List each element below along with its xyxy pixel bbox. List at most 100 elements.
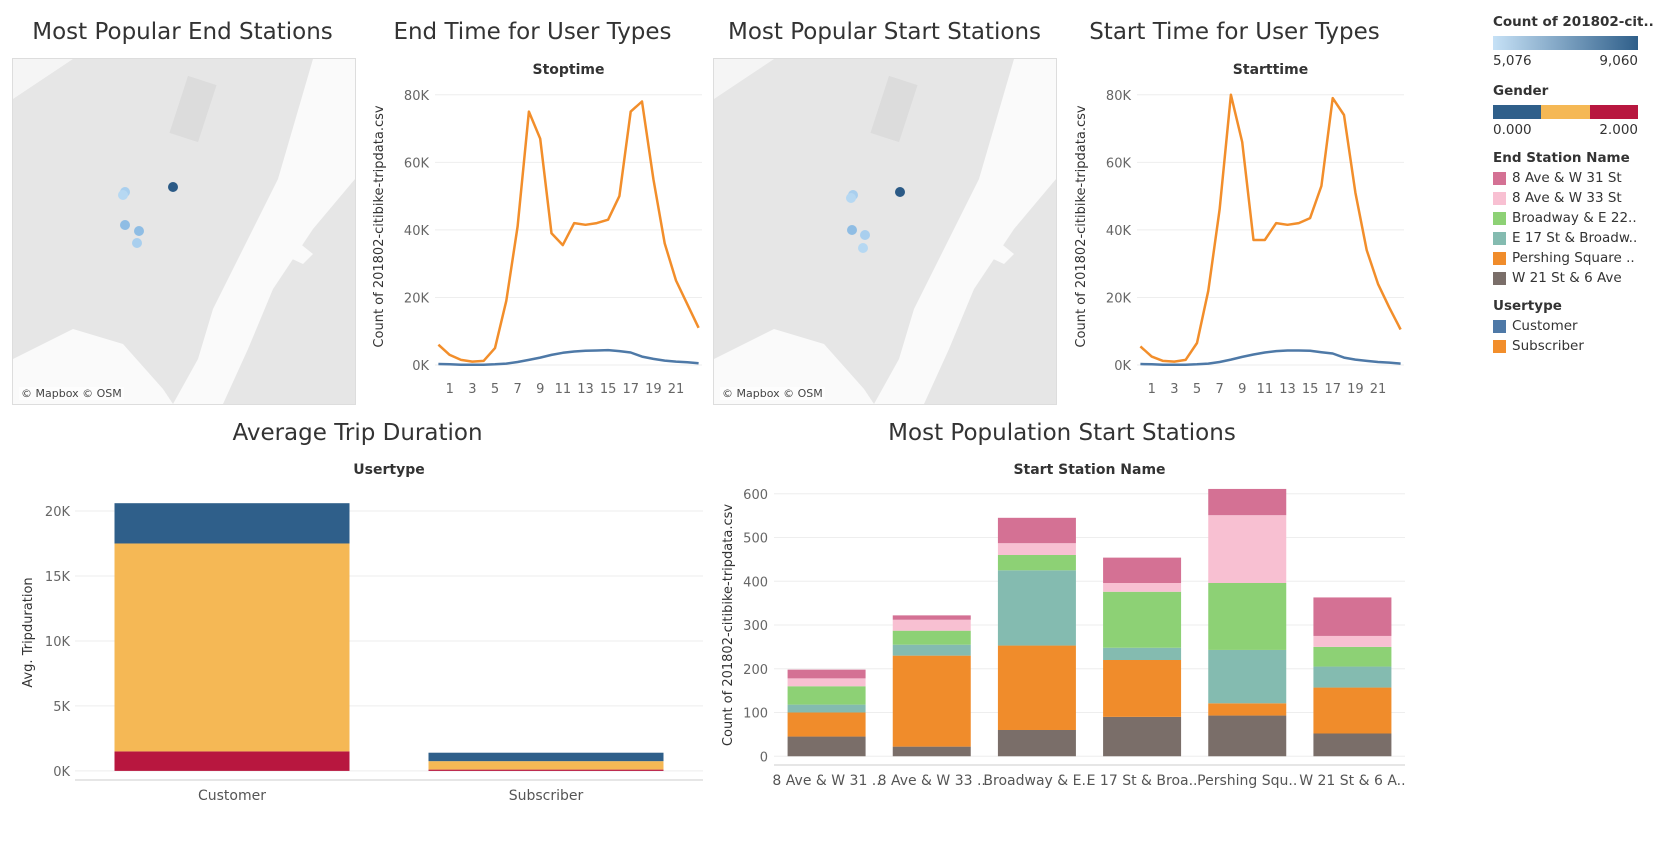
chart-header: Usertype: [353, 462, 424, 478]
bar-segment: [1103, 557, 1182, 583]
series-line-subscriber: [437, 100, 700, 363]
gender-max: 2.000: [1599, 122, 1638, 138]
bar-segment: [997, 570, 1076, 646]
avg-duration-bar-chart[interactable]: Usertype 0K 5K 10K 15K 20K Customer Subscriber A…: [10, 455, 710, 805]
gender-swatch: [1493, 105, 1542, 119]
bar-segment: [892, 655, 971, 747]
bar-segment: [787, 678, 866, 687]
legend-label: 8 Ave & W 33 St: [1512, 190, 1622, 206]
x-tick-label: 11: [555, 382, 572, 397]
y-tick-label: 400: [743, 575, 768, 590]
bar-segment: [1313, 635, 1392, 647]
end-time-title: End Time for User Types: [393, 19, 672, 45]
bar-segment: [1103, 583, 1182, 592]
bar-segment: [114, 751, 350, 771]
legend-swatch: [1493, 271, 1506, 285]
x-tick-label: 15: [1302, 382, 1319, 397]
y-tick-label: 100: [743, 707, 768, 722]
count-color-ramp: [1493, 36, 1638, 50]
x-tick-label: 13: [1279, 382, 1296, 397]
map-point: [895, 187, 905, 197]
map-point: [134, 226, 144, 236]
legend-label: E 17 St & Broadw..: [1512, 230, 1638, 246]
x-tick-label: E 17 St & Broa..: [1087, 773, 1198, 789]
bar-segment: [114, 543, 350, 752]
y-tick-label: 500: [743, 532, 768, 547]
y-axis-label: Count of 201802-citibike-tripdata.csv: [1074, 105, 1089, 347]
legend-swatch: [1493, 171, 1506, 185]
station-legend-item[interactable]: 8 Ave & W 33 St: [1493, 190, 1653, 206]
x-tick-label: 11: [1257, 382, 1274, 397]
map-credit: © Mapbox © OSM: [720, 387, 825, 400]
x-tick-label: 21: [668, 382, 685, 397]
bar-segment: [997, 730, 1076, 757]
station-legend-item[interactable]: E 17 St & Broadw..: [1493, 230, 1653, 246]
x-tick-label: 3: [468, 382, 476, 397]
station-legend-item[interactable]: Pershing Square ..: [1493, 250, 1653, 266]
y-axis-label: Avg. Tripduration: [21, 577, 36, 687]
bar-segment: [997, 555, 1076, 571]
gender-swatch: [1541, 105, 1590, 119]
bar-segment: [1313, 597, 1392, 636]
bar-segment: [787, 686, 866, 705]
y-tick-label: 0K: [412, 359, 429, 374]
x-tick-label: 8 Ave & W 31 ..: [772, 773, 880, 789]
y-tick-label: 0K: [53, 765, 70, 780]
x-tick-label: 8 Ave & W 33 ..: [878, 773, 986, 789]
station-legend-item[interactable]: 8 Ave & W 31 St: [1493, 170, 1653, 186]
bar-segment: [1313, 646, 1392, 667]
gender-legend-title: Gender: [1493, 83, 1549, 99]
end-stations-map[interactable]: © Mapbox © OSM: [12, 58, 356, 405]
map-east-river: [173, 59, 355, 404]
count-range: 5,076 9,060: [1493, 53, 1638, 69]
legend-label: Pershing Square ..: [1512, 250, 1635, 266]
map-point: [847, 225, 857, 235]
bar-segment: [1313, 687, 1392, 734]
bar-segment: [428, 752, 664, 762]
x-tick-label: 9: [536, 382, 544, 397]
x-tick-label: Pershing Squ..: [1197, 773, 1297, 789]
bar-segment: [787, 736, 866, 757]
bar-segment: [1208, 488, 1287, 516]
y-tick-label: 20K: [45, 505, 71, 520]
end-stations-title: Most Popular End Stations: [32, 19, 333, 45]
x-tick-label: 3: [1170, 382, 1178, 397]
legend-swatch: [1493, 191, 1506, 205]
map-point: [132, 238, 142, 248]
chart-header: Stoptime: [533, 62, 605, 78]
chart-header: Start Station Name: [1013, 462, 1165, 478]
station-legend-item[interactable]: Broadway & E 22..: [1493, 210, 1653, 226]
x-tick-label: 5: [491, 382, 499, 397]
bar-segment: [1103, 647, 1182, 660]
y-tick-label: 60K: [404, 156, 430, 171]
legend-label: W 21 St & 6 Ave: [1512, 270, 1622, 286]
start-stations-map-canvas: [714, 59, 1056, 404]
bar-segment: [114, 503, 350, 544]
station-legend-title: End Station Name: [1493, 150, 1630, 166]
y-tick-label: 0K: [1114, 359, 1131, 374]
bar-segment: [1208, 649, 1287, 704]
bar-segment: [997, 543, 1076, 555]
y-tick-label: 60K: [1106, 156, 1132, 171]
y-tick-label: 0: [760, 750, 768, 765]
avg-duration-title: Average Trip Duration: [232, 420, 483, 446]
x-tick-label: 5: [1193, 382, 1201, 397]
station-legend-item[interactable]: W 21 St & 6 Ave: [1493, 270, 1653, 286]
x-tick-label: 9: [1238, 382, 1246, 397]
y-axis-label: Count of 201802-citibike-tripdata.csv: [372, 105, 387, 347]
y-tick-label: 5K: [53, 700, 70, 715]
start-stations-map[interactable]: © Mapbox © OSM: [713, 58, 1057, 405]
usertype-legend-item[interactable]: Subscriber: [1493, 338, 1653, 354]
x-tick-label: 7: [1215, 382, 1223, 397]
bar-segment: [997, 517, 1076, 544]
x-tick-label: 1: [446, 382, 454, 397]
bar-segment: [1208, 583, 1287, 650]
start-population-bar-chart[interactable]: Start Station Name 0 100 200 300 400 500 600 8 A…: [712, 455, 1412, 805]
x-tick-label: Subscriber: [509, 788, 584, 804]
usertype-legend-item[interactable]: Customer: [1493, 318, 1653, 334]
x-tick-label: 19: [1347, 382, 1364, 397]
legend-swatch: [1493, 319, 1506, 333]
map-point: [118, 190, 128, 200]
